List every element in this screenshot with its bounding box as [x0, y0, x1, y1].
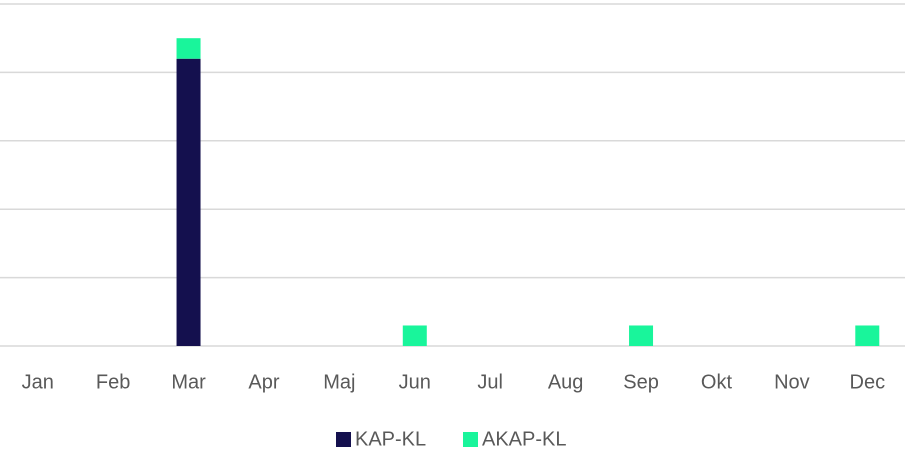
x-tick-label: Jan: [22, 371, 54, 393]
x-tick-label: Mar: [171, 371, 206, 393]
x-tick-label: Okt: [701, 371, 733, 393]
x-tick-label: Sep: [623, 371, 659, 393]
x-tick-label: Feb: [96, 371, 130, 393]
x-tick-label: Dec: [850, 371, 886, 393]
bar-segment: [176, 38, 201, 59]
bar-segment: [629, 325, 654, 346]
x-tick-label: Apr: [248, 371, 279, 393]
bar-segment: [855, 325, 880, 346]
x-tick-label: Nov: [774, 371, 810, 393]
legend-label: AKAP-KL: [482, 428, 566, 450]
bar-segment: [402, 325, 427, 346]
legend-swatch: [463, 432, 478, 447]
legend-label: KAP-KL: [355, 428, 426, 450]
legend-swatch: [336, 432, 351, 447]
x-tick-label: Aug: [548, 371, 584, 393]
x-tick-label: Jun: [399, 371, 431, 393]
x-tick-label: Maj: [323, 371, 355, 393]
bar-segment: [176, 58, 201, 346]
x-tick-label: Jul: [477, 371, 503, 393]
